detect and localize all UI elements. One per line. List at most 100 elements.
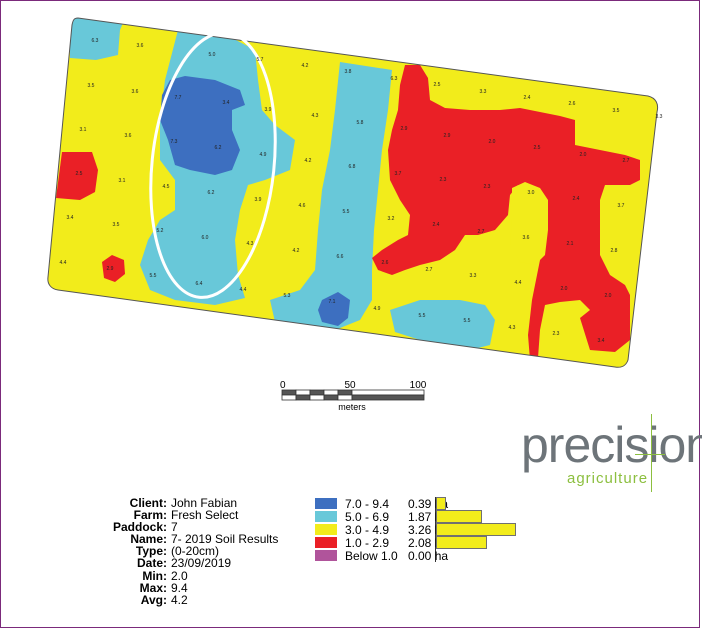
- zone-value-label: 5.5: [464, 318, 471, 324]
- zone-value-label: 3.7: [618, 203, 625, 209]
- soil-map: 6.3 3.6 5.0 5.7 4.2 3.8 6.3 2.5 3.3 2.4 2.6 3.5 3.3 3…: [47, 17, 663, 368]
- zone-value-label: 3.6: [125, 133, 132, 139]
- legend-row: 5.0 - 6.9 1.87 ha: [315, 509, 482, 524]
- scale-checker: [281, 389, 425, 401]
- zone-value-label: 3.5: [613, 108, 620, 114]
- zone-class-1-2-left: [56, 152, 98, 200]
- logo-crosshair-horizontal: [635, 454, 665, 455]
- legend-histogram-bar: [436, 536, 487, 549]
- logo-sub: agriculture: [567, 470, 649, 487]
- info-type-value: (0-20cm): [171, 544, 220, 559]
- zone-value-label: 2.9: [444, 133, 451, 139]
- zone-value-label: 5.5: [343, 209, 350, 215]
- zone-value-label: 4.4: [240, 287, 247, 293]
- zone-class-7-9-small: [318, 292, 350, 326]
- zone-value-label: 2.3: [440, 177, 447, 183]
- zone-value-label: 3.5: [88, 83, 95, 89]
- zone-value-label: 4.4: [515, 280, 522, 286]
- zone-value-label: 5.2: [157, 228, 164, 234]
- zone-value-label: 5.5: [419, 313, 426, 319]
- zone-class-5-6-river: [270, 62, 392, 330]
- zone-value-label: 2.6: [569, 101, 576, 107]
- legend-row: 1.0 - 2.9 2.08 ha: [315, 535, 487, 550]
- info-avg-label: Avg:: [140, 592, 167, 607]
- zone-value-label: 2.7: [623, 158, 630, 164]
- zone-value-label: 3.7: [395, 171, 402, 177]
- zone-value-label: 4.4: [60, 260, 67, 266]
- zone-value-label: 6.4: [196, 281, 203, 287]
- info-paddock-value: 7: [171, 520, 178, 535]
- logo-crosshair-vertical: [651, 414, 652, 492]
- legend-histogram-bar: [436, 510, 482, 523]
- zone-value-label: 4.2: [305, 158, 312, 164]
- zone-value-label: 2.0: [605, 293, 612, 299]
- legend-range: 1.0 - 2.9: [345, 535, 390, 550]
- legend-area: 0.39 ha: [408, 496, 449, 511]
- zone-class-7-9-main: [160, 76, 245, 175]
- legend-range: 3.0 - 4.9: [345, 522, 390, 537]
- info-max-value: 9.4: [171, 580, 188, 595]
- zone-value-label: 3.3: [470, 273, 477, 279]
- zone-value-label: 5.8: [357, 120, 364, 126]
- zone-value-label: 5.5: [150, 273, 157, 279]
- info-avg: Avg: 4.2: [70, 594, 278, 606]
- zone-value-label: 2.0: [489, 139, 496, 145]
- zone-value-label: 6.3: [92, 38, 99, 44]
- zone-value-label: 2.7: [426, 267, 433, 273]
- legend-row: 7.0 - 9.4 0.39 ha: [315, 496, 460, 511]
- zone-value-label: 4.2: [293, 248, 300, 254]
- zone-value-label: 2.9: [401, 126, 408, 132]
- zone-value-label: 3.3: [480, 89, 487, 95]
- info-date-label: Date:: [136, 556, 167, 571]
- info-name-value: 7- 2019 Soil Results: [171, 532, 279, 547]
- zone-value-label: 2.5: [434, 82, 441, 88]
- info-name: Name: 7- 2019 Soil Results: [70, 533, 278, 545]
- info-min-value: 2.0: [171, 568, 188, 583]
- zone-value-label: 6.0: [202, 235, 209, 241]
- zone-value-label: 5.0: [209, 52, 216, 58]
- legend-range: 5.0 - 6.9: [345, 509, 390, 524]
- field-boundary: [47, 17, 659, 368]
- zone-value-label: 6.2: [215, 145, 222, 151]
- legend-swatch: [315, 524, 337, 535]
- zone-value-labels: 6.3 3.6 5.0 5.7 4.2 3.8 6.3 2.5 3.3 2.4 2.6 3.5 3.3 3…: [60, 38, 663, 344]
- info-min-label: Min:: [142, 568, 167, 583]
- zone-value-label: 2.7: [478, 229, 485, 235]
- zone-value-label: 3.6: [132, 89, 139, 95]
- zone-class-1-2-spot: [102, 255, 125, 282]
- zone-value-label: 3.4: [598, 338, 605, 344]
- zone-value-label: 3.2: [388, 216, 395, 222]
- zone-value-label: 3.6: [137, 43, 144, 49]
- legend-histogram-bar: [436, 497, 446, 510]
- info-avg-value: 4.2: [171, 592, 188, 607]
- zone-value-label: 7.7: [175, 95, 182, 101]
- logo-word: precision: [521, 417, 702, 473]
- info-date: Date: 23/09/2019: [70, 557, 278, 569]
- info-client-label: Client:: [129, 496, 167, 510]
- zone-value-label: 4.3: [247, 241, 254, 247]
- zone-value-label: 2.4: [433, 222, 440, 228]
- zone-class-1-2-main: [372, 65, 640, 365]
- zone-value-label: 3.4: [223, 100, 230, 106]
- zone-value-label: 3.0: [528, 190, 535, 196]
- info-farm-label: Farm:: [133, 508, 167, 523]
- zone-value-label: 4.9: [260, 152, 267, 158]
- zone-value-label: 4.3: [509, 325, 516, 331]
- highlight-ellipse: [149, 31, 277, 299]
- zone-value-label: 2.4: [573, 196, 580, 202]
- scale-unit: meters: [338, 402, 366, 412]
- info-farm: Farm: Fresh Select: [70, 509, 278, 521]
- zone-value-label: 3.1: [80, 127, 87, 133]
- legend-swatch: [315, 550, 337, 561]
- zone-value-label: 3.6: [523, 235, 530, 241]
- zone-value-label: 2.8: [611, 248, 618, 254]
- zone-value-label: 2.9: [107, 266, 114, 272]
- legend-area: 0.00 ha: [408, 548, 449, 563]
- info-date-value: 23/09/2019: [171, 556, 232, 571]
- zone-value-label: 3.8: [345, 69, 352, 75]
- zone-value-label: 2.3: [553, 331, 560, 337]
- info-name-label: Name:: [130, 532, 167, 547]
- zone-value-label: 2.6: [382, 260, 389, 266]
- info-paddock: Paddock: 7: [70, 521, 278, 533]
- zone-value-label: 4.2: [302, 63, 309, 69]
